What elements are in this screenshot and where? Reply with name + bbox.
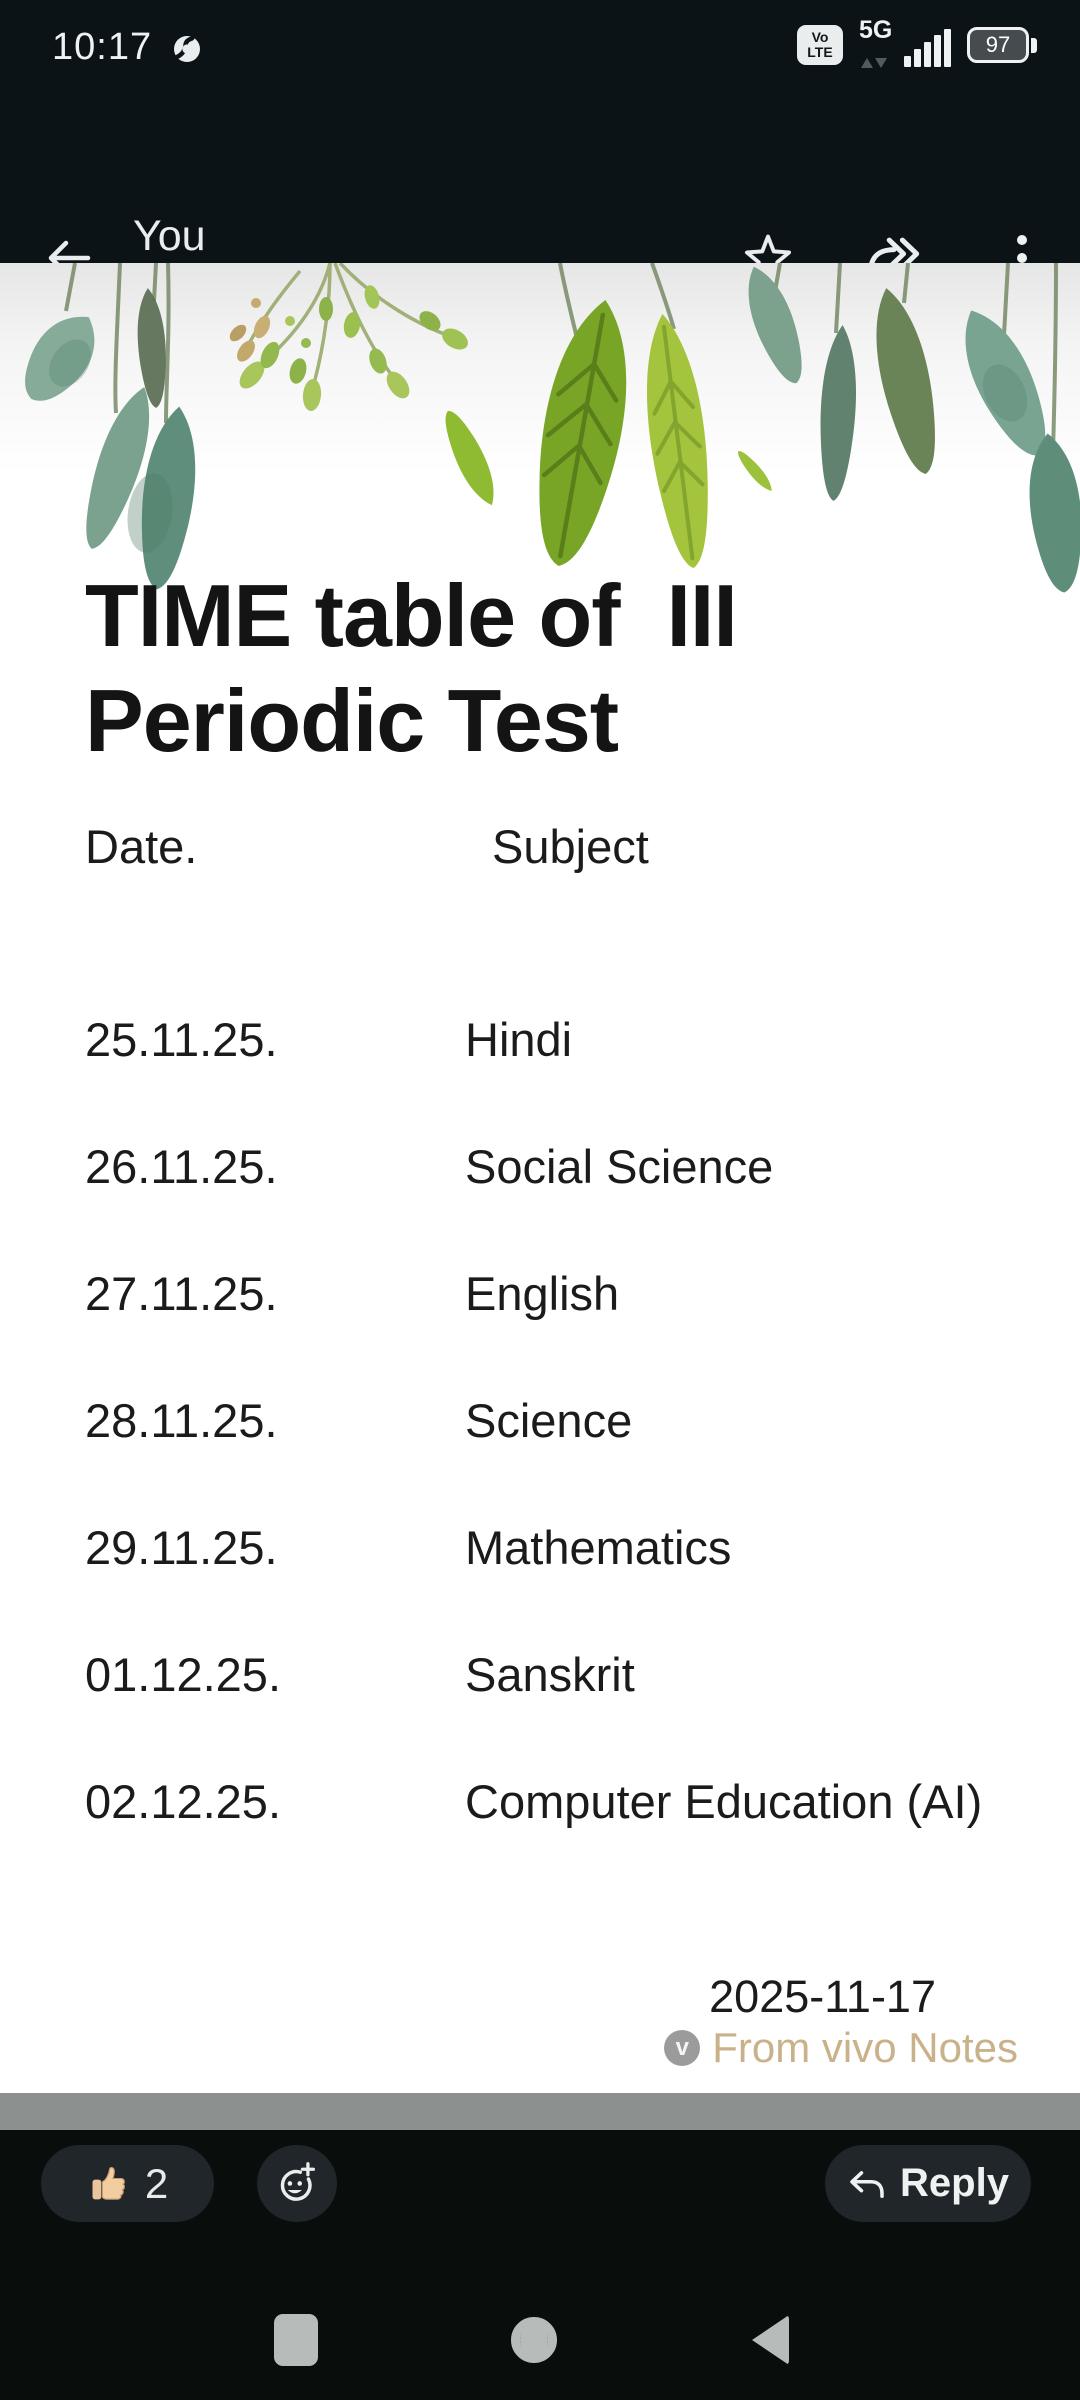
signal-indicator: 5G [859, 16, 951, 70]
subject-column-header: Subject [492, 820, 649, 873]
vivo-notes-attribution: v From vivo Notes [664, 2024, 1018, 2071]
sender-name[interactable]: You [133, 212, 206, 260]
status-bar: 10:17 Vo LTE 5G 97 [0, 0, 1080, 90]
row-date: 27.11.25. [85, 1267, 278, 1320]
back-nav-button[interactable] [710, 2280, 830, 2400]
reply-button[interactable]: Reply [825, 2145, 1031, 2222]
row-date: 29.11.25. [85, 1521, 278, 1574]
row-subject: Mathematics [465, 1521, 732, 1574]
row-date: 02.12.25. [85, 1775, 282, 1828]
row-subject: Computer Education (AI) [465, 1775, 983, 1828]
note-title: TIME table of III Periodic Test [85, 566, 738, 770]
reply-icon [850, 2170, 884, 2198]
row-subject: Social Science [465, 1140, 774, 1193]
table-row: 01.12.25. Sanskrit [85, 1647, 1035, 1702]
table-row: 25.11.25. Hindi [85, 1012, 1035, 1067]
home-button[interactable] [474, 2280, 594, 2400]
battery-indicator: 97 [967, 27, 1037, 63]
chrome-icon [174, 36, 200, 62]
row-subject: Science [465, 1394, 633, 1447]
table-header: Date. Subject [85, 819, 985, 874]
add-reaction-button[interactable] [257, 2145, 337, 2222]
thumbs-up-icon [92, 2166, 125, 2200]
home-circle-icon [511, 2317, 557, 2363]
reply-label: Reply [900, 2161, 1009, 2205]
row-date: 26.11.25. [85, 1140, 278, 1193]
navigation-bar [0, 2280, 1080, 2400]
volte-badge: Vo LTE [797, 25, 843, 65]
network-type-label: 5G [859, 16, 893, 44]
date-column-header: Date. [85, 820, 198, 873]
row-subject: Hindi [465, 1013, 573, 1066]
table-row: 27.11.25. English [85, 1266, 1035, 1321]
app-bar: You 17 November, 4:55 pm [0, 90, 1080, 305]
row-date: 25.11.25. [85, 1013, 278, 1066]
row-date: 28.11.25. [85, 1394, 278, 1447]
table-row: 29.11.25. Mathematics [85, 1520, 1035, 1575]
table-row: 28.11.25. Science [85, 1393, 1035, 1448]
battery-percent: 97 [985, 32, 1011, 57]
network-activity-arrows-icon [861, 58, 887, 68]
image-bottom-edge [0, 2093, 1080, 2130]
row-date: 01.12.25. [85, 1648, 282, 1701]
table-row: 02.12.25. Computer Education (AI) [85, 1774, 1035, 1829]
back-triangle-icon [751, 2315, 789, 2365]
note-date: 2025-11-17 [709, 1971, 936, 2022]
leaves-decoration [8, 263, 1080, 593]
clock-label: 10:17 [52, 26, 153, 68]
row-subject: Sanskrit [465, 1648, 635, 1701]
attribution-label: From vivo Notes [712, 2024, 1018, 2071]
reaction-pill[interactable]: 2 [41, 2145, 214, 2222]
recents-square-icon [274, 2314, 318, 2366]
emoji-plus-icon [280, 2161, 315, 2201]
signal-bars-icon [904, 29, 951, 67]
status-icons-group: Vo LTE 5G 97 [797, 0, 1037, 90]
media-image[interactable]: TIME table of III Periodic Test Date. Sub… [0, 263, 1080, 2093]
action-bar: 2 Reply [0, 2130, 1080, 2280]
row-subject: English [465, 1267, 620, 1320]
vivo-badge-icon: v [664, 2030, 701, 2066]
table-row: 26.11.25. Social Science [85, 1139, 1035, 1194]
recents-button[interactable] [236, 2280, 356, 2400]
battery-nub [1031, 37, 1037, 53]
reaction-count: 2 [144, 2159, 169, 2207]
